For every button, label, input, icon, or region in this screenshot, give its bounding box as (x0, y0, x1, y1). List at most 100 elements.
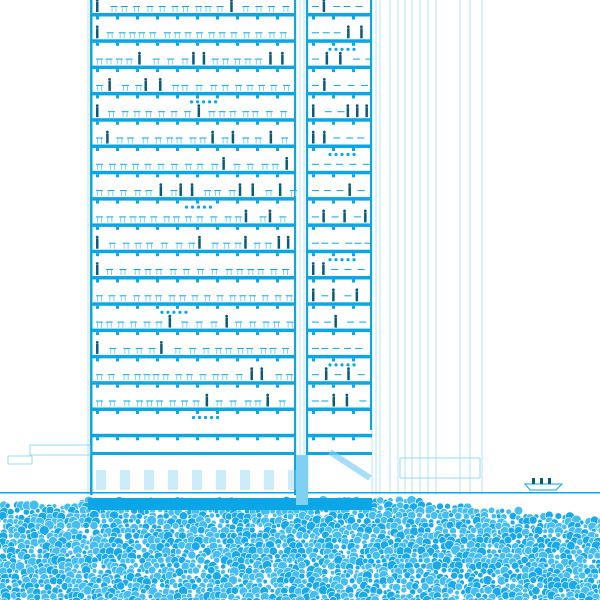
rock (187, 550, 197, 560)
desk-chair (145, 190, 153, 192)
desk-chair (139, 217, 141, 223)
rock (268, 546, 278, 556)
desk-chair (125, 58, 133, 60)
beam (176, 437, 179, 441)
desk-chair (105, 58, 113, 60)
desk-chair (163, 112, 165, 118)
desk-chair (270, 269, 278, 270)
rock (454, 582, 463, 591)
desk-chair (125, 7, 127, 12)
desk-chair (155, 138, 157, 144)
floor-slab (90, 381, 296, 385)
desk-chair (224, 216, 232, 218)
beam (176, 95, 179, 99)
beam (236, 42, 239, 46)
rock (503, 535, 513, 545)
desk-chair (126, 112, 128, 118)
desk-chair (279, 296, 281, 302)
desk-chair (137, 401, 139, 407)
person-figure (144, 80, 147, 91)
person-figure (323, 133, 326, 144)
rock (202, 577, 209, 584)
desk-chair (251, 111, 259, 113)
desk-chair (212, 374, 220, 376)
rock (132, 562, 139, 569)
person-figure (192, 54, 195, 65)
desk-chair (107, 374, 115, 376)
beam (136, 42, 139, 46)
desk-chair (234, 296, 236, 302)
rock (400, 586, 408, 594)
desk-chair (185, 401, 187, 407)
desk-chair (267, 6, 275, 7)
desk-chair (120, 270, 122, 275)
desk-chair (107, 270, 109, 275)
shopfront (288, 470, 298, 490)
desk-chair (271, 85, 273, 91)
person-figure (322, 2, 326, 12)
rock (351, 583, 359, 590)
desk-chair (239, 59, 241, 65)
shopfront (168, 470, 178, 490)
beam (136, 226, 139, 230)
desk-chair (175, 164, 177, 170)
desk-chair (190, 348, 192, 354)
beam (256, 42, 259, 46)
desk-chair (133, 164, 135, 170)
rock (177, 577, 184, 584)
desk-chair (208, 111, 216, 113)
desk-chair (155, 400, 163, 402)
desk-chair (97, 296, 98, 302)
desk-chair (172, 7, 174, 12)
desk-chair (219, 112, 221, 118)
desk-chair (154, 33, 156, 39)
desk-chair (180, 138, 182, 144)
desk-chair (331, 269, 339, 270)
desk-chair (210, 269, 218, 270)
beam (196, 437, 199, 441)
rock (459, 536, 469, 545)
desk-chair (136, 348, 138, 354)
shopfront (216, 470, 226, 490)
person-figure (322, 212, 325, 223)
terrace-stairs (399, 457, 481, 479)
desk-chair (111, 7, 113, 12)
beam (236, 305, 239, 309)
desk-chair (255, 32, 263, 34)
person-figure (205, 393, 209, 397)
desk-chair (312, 84, 319, 86)
beam (176, 200, 179, 204)
desk-chair (287, 375, 289, 381)
rock (371, 550, 381, 560)
desk-chair (323, 321, 331, 323)
desk-chair (97, 85, 98, 91)
person-figure (365, 107, 368, 118)
desk-chair (177, 217, 179, 223)
desk-chair (169, 296, 171, 302)
desk-chair (257, 84, 265, 86)
desk-chair (108, 295, 116, 297)
rock (134, 542, 143, 551)
beam (136, 358, 139, 362)
person-figure (548, 478, 551, 484)
desk-chair (145, 270, 147, 275)
desk-chair (147, 7, 149, 12)
desk-chair (251, 348, 253, 354)
rock (440, 567, 448, 574)
pendant-lamp (209, 415, 214, 420)
desk-chair (144, 269, 152, 270)
rock (286, 556, 294, 564)
desk-chair (235, 217, 237, 223)
desk-chair (214, 190, 222, 192)
podium-slab (90, 452, 296, 455)
desk-chair (344, 295, 352, 297)
desk-chair (176, 375, 178, 381)
desk-chair (195, 84, 203, 86)
desk-chair (272, 7, 274, 12)
floor-slab (306, 354, 372, 359)
desk-chair (167, 58, 175, 60)
person-figure (348, 186, 351, 197)
desk-chair (254, 400, 262, 402)
desk-chair (185, 112, 187, 118)
desk-chair (174, 401, 176, 407)
